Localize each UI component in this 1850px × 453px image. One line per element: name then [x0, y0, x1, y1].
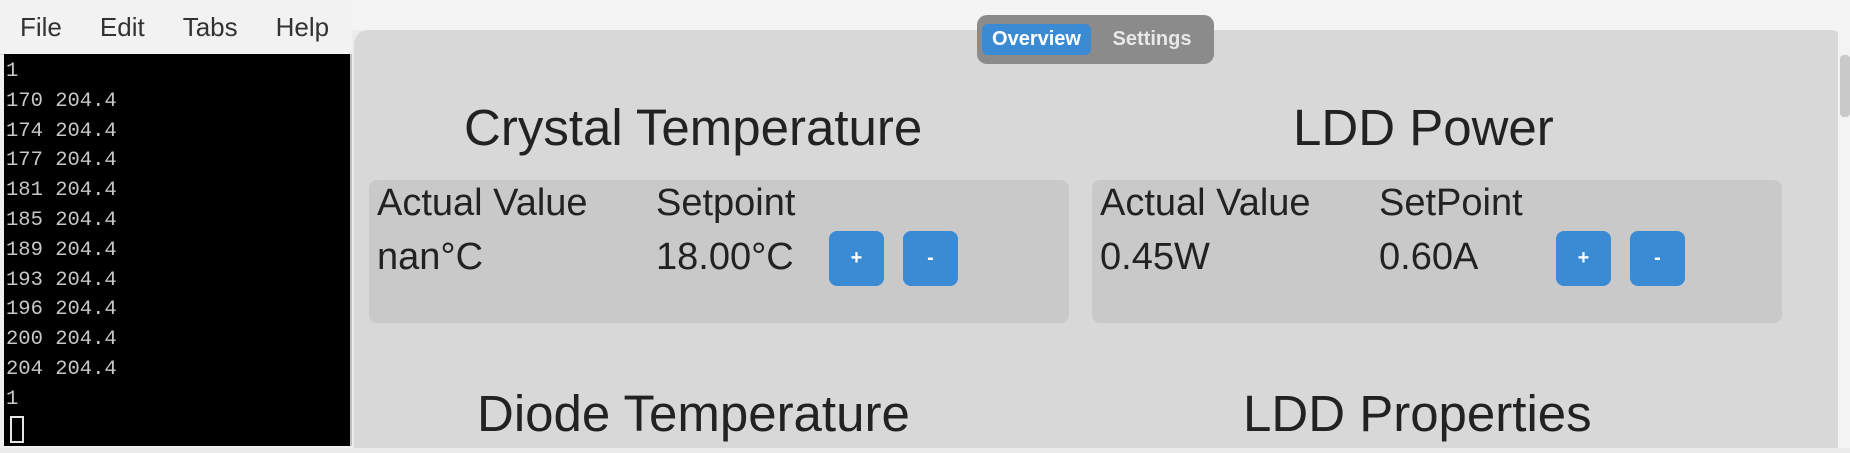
terminal-line: 196 204.4 [6, 298, 117, 322]
terminal-line: 204 204.4 [6, 357, 117, 381]
crystal-decrease-button[interactable]: - [903, 231, 958, 286]
ldd-power-card: Actual Value SetPoint 0.45W 0.60A + - [1092, 180, 1782, 323]
menu-help[interactable]: Help [275, 11, 330, 42]
terminal-window: File Edit Tabs Help 1 170 204.4 174 204.… [0, 0, 352, 448]
tab-bar: Overview Settings [977, 15, 1214, 64]
menu-edit[interactable]: Edit [99, 11, 145, 42]
terminal-line: 177 204.4 [6, 149, 117, 173]
crystal-actual-label: Actual Value [377, 182, 588, 224]
ldd-actual-label: Actual Value [1100, 182, 1311, 224]
terminal-border [350, 54, 352, 446]
crystal-actual-value: nan°C [377, 236, 484, 278]
crystal-increase-button[interactable]: + [829, 231, 884, 286]
tab-settings[interactable]: Settings [1112, 28, 1192, 50]
crystal-temperature-title: Crystal Temperature [464, 99, 923, 156]
crystal-temperature-card: Actual Value Setpoint nan°C 18.00°C + - [369, 180, 1069, 323]
ldd-power-title: LDD Power [1293, 99, 1554, 156]
terminal-line: 1 [6, 60, 19, 83]
ldd-setpoint-value: 0.60A [1379, 236, 1479, 278]
tab-overview[interactable]: Overview [982, 24, 1092, 55]
menu-file[interactable]: File [20, 11, 62, 42]
terminal-output[interactable]: 1 170 204.4 174 204.4 177 204.4 181 204.… [4, 54, 350, 446]
terminal-line: 189 204.4 [6, 238, 117, 262]
terminal-line: 193 204.4 [6, 268, 117, 292]
crystal-setpoint-label: Setpoint [656, 182, 796, 224]
terminal-line: 185 204.4 [6, 208, 117, 232]
terminal-line: 200 204.4 [6, 328, 117, 352]
crystal-setpoint-value: 18.00°C [656, 236, 794, 278]
ldd-properties-title: LDD Properties [1243, 385, 1592, 442]
terminal-line: 170 204.4 [6, 89, 117, 113]
menu-tabs[interactable]: Tabs [182, 11, 238, 42]
terminal-line: 174 204.4 [6, 119, 117, 143]
ldd-decrease-button[interactable]: - [1630, 231, 1685, 286]
terminal-menubar: File Edit Tabs Help [0, 0, 352, 55]
ldd-actual-value: 0.45W [1100, 236, 1210, 278]
terminal-cursor-line [4, 415, 350, 445]
ldd-increase-button[interactable]: + [1556, 231, 1611, 286]
diode-temperature-title: Diode Temperature [477, 385, 910, 442]
scroll-track [1838, 30, 1850, 448]
terminal-cursor [10, 415, 24, 443]
scrollbar-thumb[interactable] [1840, 55, 1850, 117]
terminal-line: 1 [6, 387, 19, 411]
ldd-setpoint-label: SetPoint [1379, 182, 1523, 224]
terminal-line: 181 204.4 [6, 179, 117, 203]
